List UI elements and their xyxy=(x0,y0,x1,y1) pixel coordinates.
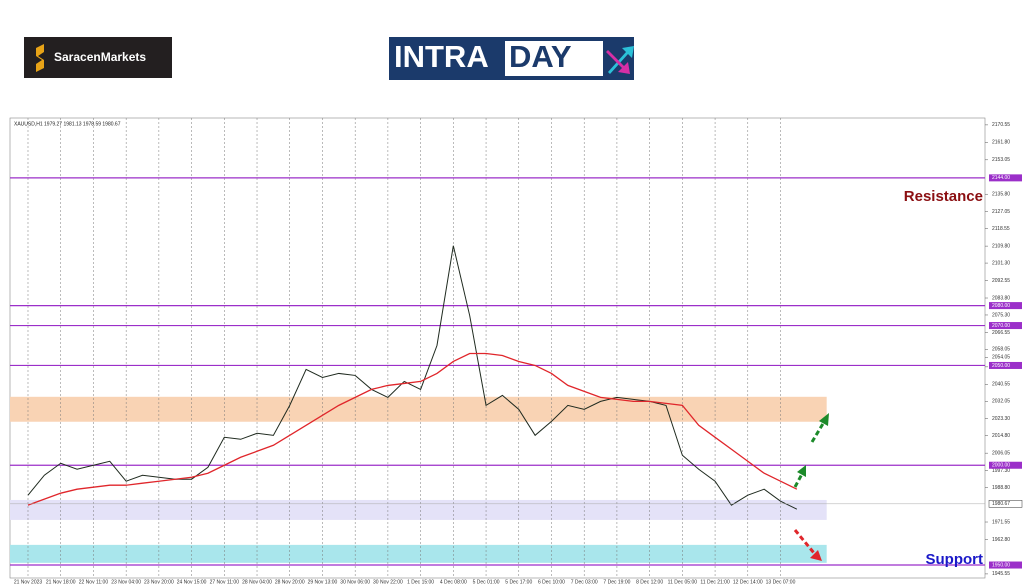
y-tick-label: 2014.80 xyxy=(992,433,1010,439)
banner-right: DAY xyxy=(509,39,572,74)
annotation: Support xyxy=(926,551,984,568)
banner-arrow-up xyxy=(608,46,634,74)
zone xyxy=(10,544,827,563)
chart-title: XAUUSD,H1 1979.27 1981.13 1978.59 1980.6… xyxy=(14,121,121,127)
x-tick-label: 12 Dec 14:00 xyxy=(733,579,763,585)
x-tick-label: 7 Dec 19:00 xyxy=(603,579,630,585)
y-tick-label: 2118.55 xyxy=(992,226,1010,232)
zone xyxy=(10,499,827,520)
y-tick-label: 2127.05 xyxy=(992,209,1010,215)
y-tick-label: 2066.55 xyxy=(992,330,1010,336)
x-tick-label: 5 Dec 01:00 xyxy=(473,579,500,585)
level-tag xyxy=(989,302,1022,310)
y-tick-label: 1962.80 xyxy=(992,537,1010,543)
arrow-head xyxy=(819,413,829,426)
annotation: Resistance xyxy=(904,188,983,205)
y-tick-label: 1971.55 xyxy=(992,519,1010,525)
level-tag xyxy=(989,361,1022,369)
arrow-up xyxy=(793,473,804,488)
x-tick-label: 30 Nov 22:00 xyxy=(373,579,403,585)
y-tick-label: 2023.30 xyxy=(992,416,1010,422)
y-tick-label: 2161.80 xyxy=(992,140,1010,146)
plot: 21 Nov 2023 21 Nov 18:00 22 Nov 11:00 23 No… xyxy=(10,118,1023,585)
last-price-tag xyxy=(988,500,1023,508)
y-tick-label: 1988.80 xyxy=(992,485,1010,491)
series-line xyxy=(27,352,798,506)
y-tick-label: 2083.80 xyxy=(992,295,1010,301)
arrow-head xyxy=(797,465,806,477)
y-tick-label: 2092.55 xyxy=(992,278,1010,284)
x-tick-label: 23 Nov 20:00 xyxy=(144,579,174,585)
x-tick-label: 28 Nov 04:00 xyxy=(242,579,272,585)
x-tick-label: 6 Dec 10:00 xyxy=(538,579,565,585)
x-tick-label: 28 Nov 20:00 xyxy=(275,579,305,585)
banner-box xyxy=(505,41,603,76)
level-tag xyxy=(989,174,1022,182)
x-tick-label: 27 Nov 11:00 xyxy=(210,579,240,585)
x-tick-label: 7 Dec 03:00 xyxy=(571,579,598,585)
x-tick-label: 11 Dec 05:00 xyxy=(668,579,698,585)
level-label: 2144.00 xyxy=(992,175,1010,181)
level-tag xyxy=(989,322,1022,330)
x-tick-label: 29 Nov 13:00 xyxy=(308,579,338,585)
x-tick-label: 5 Dec 17:00 xyxy=(505,579,532,585)
zone xyxy=(10,396,827,422)
last-price-label: 1980.67 xyxy=(992,501,1010,507)
arrow-head xyxy=(810,550,822,561)
level-tag xyxy=(989,461,1022,469)
x-tick-label: 1 Dec 15:00 xyxy=(407,579,434,585)
level-label: 1950.00 xyxy=(992,562,1010,568)
x-tick-label: 4 Dec 08:00 xyxy=(440,579,467,585)
y-tick-label: 2101.30 xyxy=(992,260,1010,266)
y-tick-label: 2054.05 xyxy=(992,355,1010,361)
brand-logo xyxy=(24,37,172,78)
x-tick-label: 24 Nov 15:00 xyxy=(177,579,207,585)
series-line xyxy=(27,245,798,510)
x-tick-label: 22 Nov 11:00 xyxy=(79,579,109,585)
y-tick-label: 2153.05 xyxy=(992,157,1010,163)
y-tick-label: 2058.05 xyxy=(992,347,1010,353)
y-tick-label: 2032.05 xyxy=(992,399,1010,405)
plot-frame xyxy=(9,117,986,579)
level-label: 2050.00 xyxy=(992,363,1010,369)
y-tick-label: 2109.80 xyxy=(992,243,1010,249)
y-tick-label: 2075.30 xyxy=(992,312,1010,318)
brand-icon xyxy=(36,44,44,72)
x-tick-label: 11 Dec 21:00 xyxy=(700,579,730,585)
x-tick-label: 30 Nov 06:00 xyxy=(340,579,370,585)
x-tick-label: 13 Dec 07:00 xyxy=(766,579,796,585)
y-tick-label: 1997.30 xyxy=(992,468,1010,474)
y-tick-label: 2170.55 xyxy=(992,122,1010,128)
arrow-up xyxy=(810,421,826,443)
level-label: 2080.00 xyxy=(992,303,1010,309)
y-tick-label: 1945.55 xyxy=(992,571,1010,577)
banner-left: INTRA xyxy=(394,39,489,74)
level-label: 2000.00 xyxy=(992,463,1010,469)
level-label: 2070.00 xyxy=(992,323,1010,329)
y-tick-label: 2040.55 xyxy=(992,382,1010,388)
brand-name: SaracenMarkets xyxy=(54,50,146,64)
arrows xyxy=(793,413,829,561)
banner-arrow-down xyxy=(606,50,630,74)
y-tick-label: 2135.80 xyxy=(992,192,1010,198)
y-tick-label: 2006.05 xyxy=(992,450,1010,456)
arrow-down xyxy=(793,529,816,554)
x-tick-label: 8 Dec 12:00 xyxy=(636,579,663,585)
x-tick-label: 23 Nov 04:00 xyxy=(111,579,141,585)
x-tick-label: 21 Nov 2023 xyxy=(14,579,43,585)
level-tag xyxy=(989,561,1022,569)
x-tick-label: 21 Nov 18:00 xyxy=(46,579,76,585)
